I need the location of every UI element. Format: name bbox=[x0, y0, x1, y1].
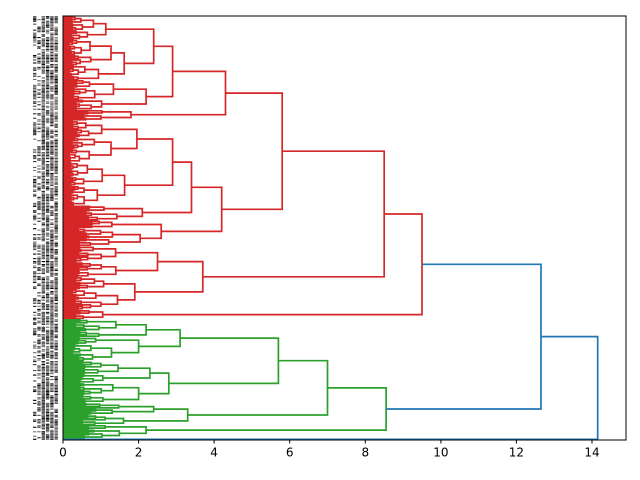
dendrogram-links bbox=[63, 15, 423, 320]
x-tick-label: 6 bbox=[286, 446, 294, 460]
x-tick-label: 4 bbox=[210, 446, 218, 460]
x-tick-label: 2 bbox=[135, 446, 143, 460]
x-tick-label: 12 bbox=[509, 446, 524, 460]
x-tick-label: 14 bbox=[584, 446, 599, 460]
leaf-labels-smudge bbox=[33, 16, 58, 440]
dendrogram-links bbox=[63, 263, 599, 441]
dendrogram-links bbox=[63, 318, 387, 439]
x-tick-label: 8 bbox=[361, 446, 369, 460]
x-tick-label: 10 bbox=[433, 446, 448, 460]
x-axis: 0 2 4 6 8 10 12 14 bbox=[59, 440, 600, 460]
x-tick-label: 0 bbox=[59, 446, 67, 460]
plot-frame bbox=[62, 15, 627, 441]
